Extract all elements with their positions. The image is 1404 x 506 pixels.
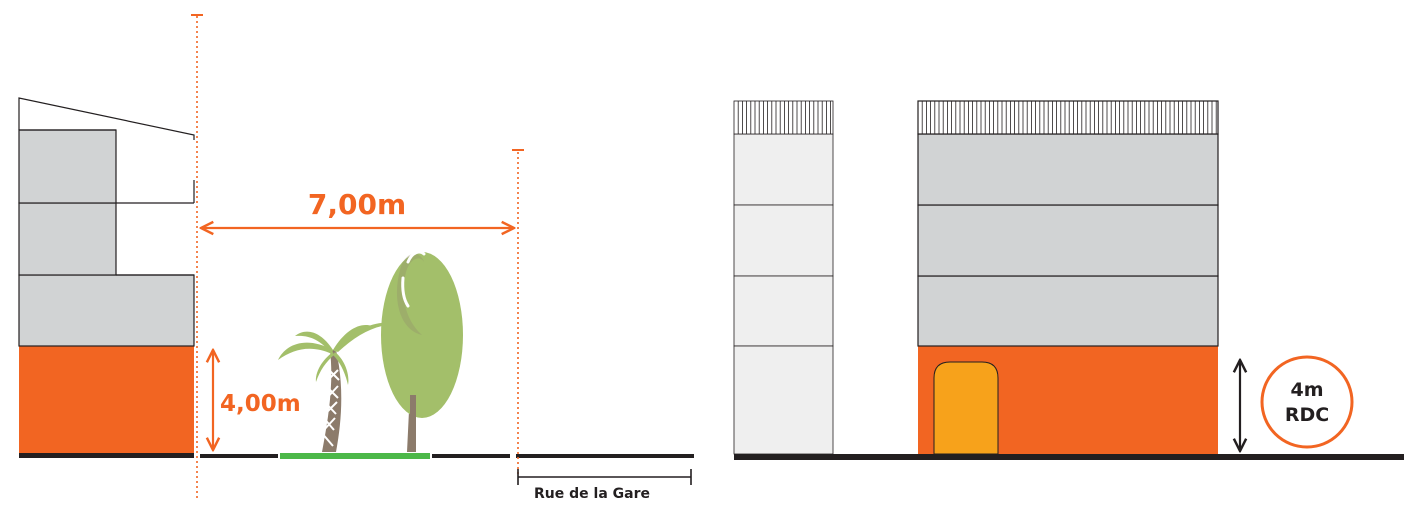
neighbour-building — [733, 100, 834, 455]
third-floor-block — [18, 129, 117, 204]
badge-line2: RDC — [1285, 404, 1329, 426]
sloped-roof — [18, 97, 195, 140]
setback-label: 7,00m — [308, 188, 406, 221]
second-floor-block — [18, 202, 117, 276]
left-section: 7,00m 4,00m — [18, 14, 694, 502]
ground-line-left — [19, 453, 694, 459]
badge-line1: 4m — [1290, 379, 1323, 401]
lawn-strip — [280, 453, 430, 459]
first-floor-block — [18, 274, 195, 347]
main-floor-2 — [917, 204, 1219, 277]
neighbour-railing — [733, 100, 834, 135]
rdc-badge: 4m RDC — [1260, 355, 1354, 449]
main-floor-1 — [917, 275, 1219, 347]
palm-tree-icon — [278, 322, 404, 452]
upper-outline — [116, 180, 195, 276]
main-building — [917, 100, 1219, 455]
main-floor-3 — [917, 133, 1219, 206]
entrance-door — [933, 361, 999, 455]
height-label: 4,00m — [220, 391, 301, 417]
ground-floor-block — [19, 346, 194, 454]
ground-line-right — [734, 454, 1404, 460]
alignment-lines — [191, 14, 524, 500]
street-indicator: Rue de la Gare — [517, 469, 692, 502]
existing-building — [18, 97, 195, 454]
deciduous-tree-icon — [381, 250, 463, 452]
height-dimension: 4,00m — [213, 350, 301, 450]
right-elevation: 4m RDC — [733, 100, 1404, 460]
street-label: Rue de la Gare — [534, 486, 650, 502]
main-railing — [917, 100, 1219, 135]
setback-dimension: 7,00m — [201, 188, 514, 228]
